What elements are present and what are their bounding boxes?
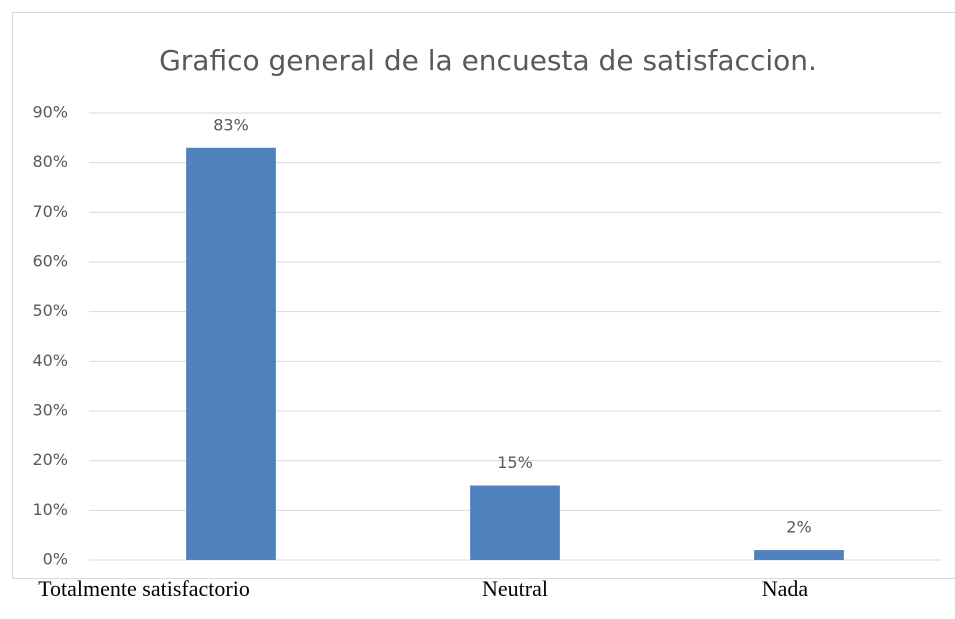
bar <box>186 147 276 560</box>
y-tick-label: 0% <box>43 550 68 569</box>
y-tick-label: 40% <box>32 351 68 370</box>
y-tick-label: 70% <box>32 202 68 221</box>
y-tick-label: 20% <box>32 450 68 469</box>
chart-title: Grafico general de la encuesta de satisf… <box>159 44 817 77</box>
bar <box>470 485 560 560</box>
y-tick-label: 10% <box>32 500 68 519</box>
bar <box>754 550 844 560</box>
data-label: 15% <box>497 453 533 472</box>
y-tick-label: 60% <box>32 252 68 271</box>
data-label: 83% <box>213 115 249 134</box>
y-tick-label: 30% <box>32 401 68 420</box>
y-tick-label: 80% <box>32 152 68 171</box>
x-tick-label: Neutral <box>482 576 548 601</box>
x-tick-label: Nada <box>762 576 809 601</box>
y-tick-label: 90% <box>32 103 68 122</box>
chart-border <box>12 12 955 579</box>
x-tick-label: Totalmente satisfactorio <box>38 576 250 601</box>
data-label: 2% <box>786 518 811 537</box>
y-tick-label: 50% <box>32 301 68 320</box>
